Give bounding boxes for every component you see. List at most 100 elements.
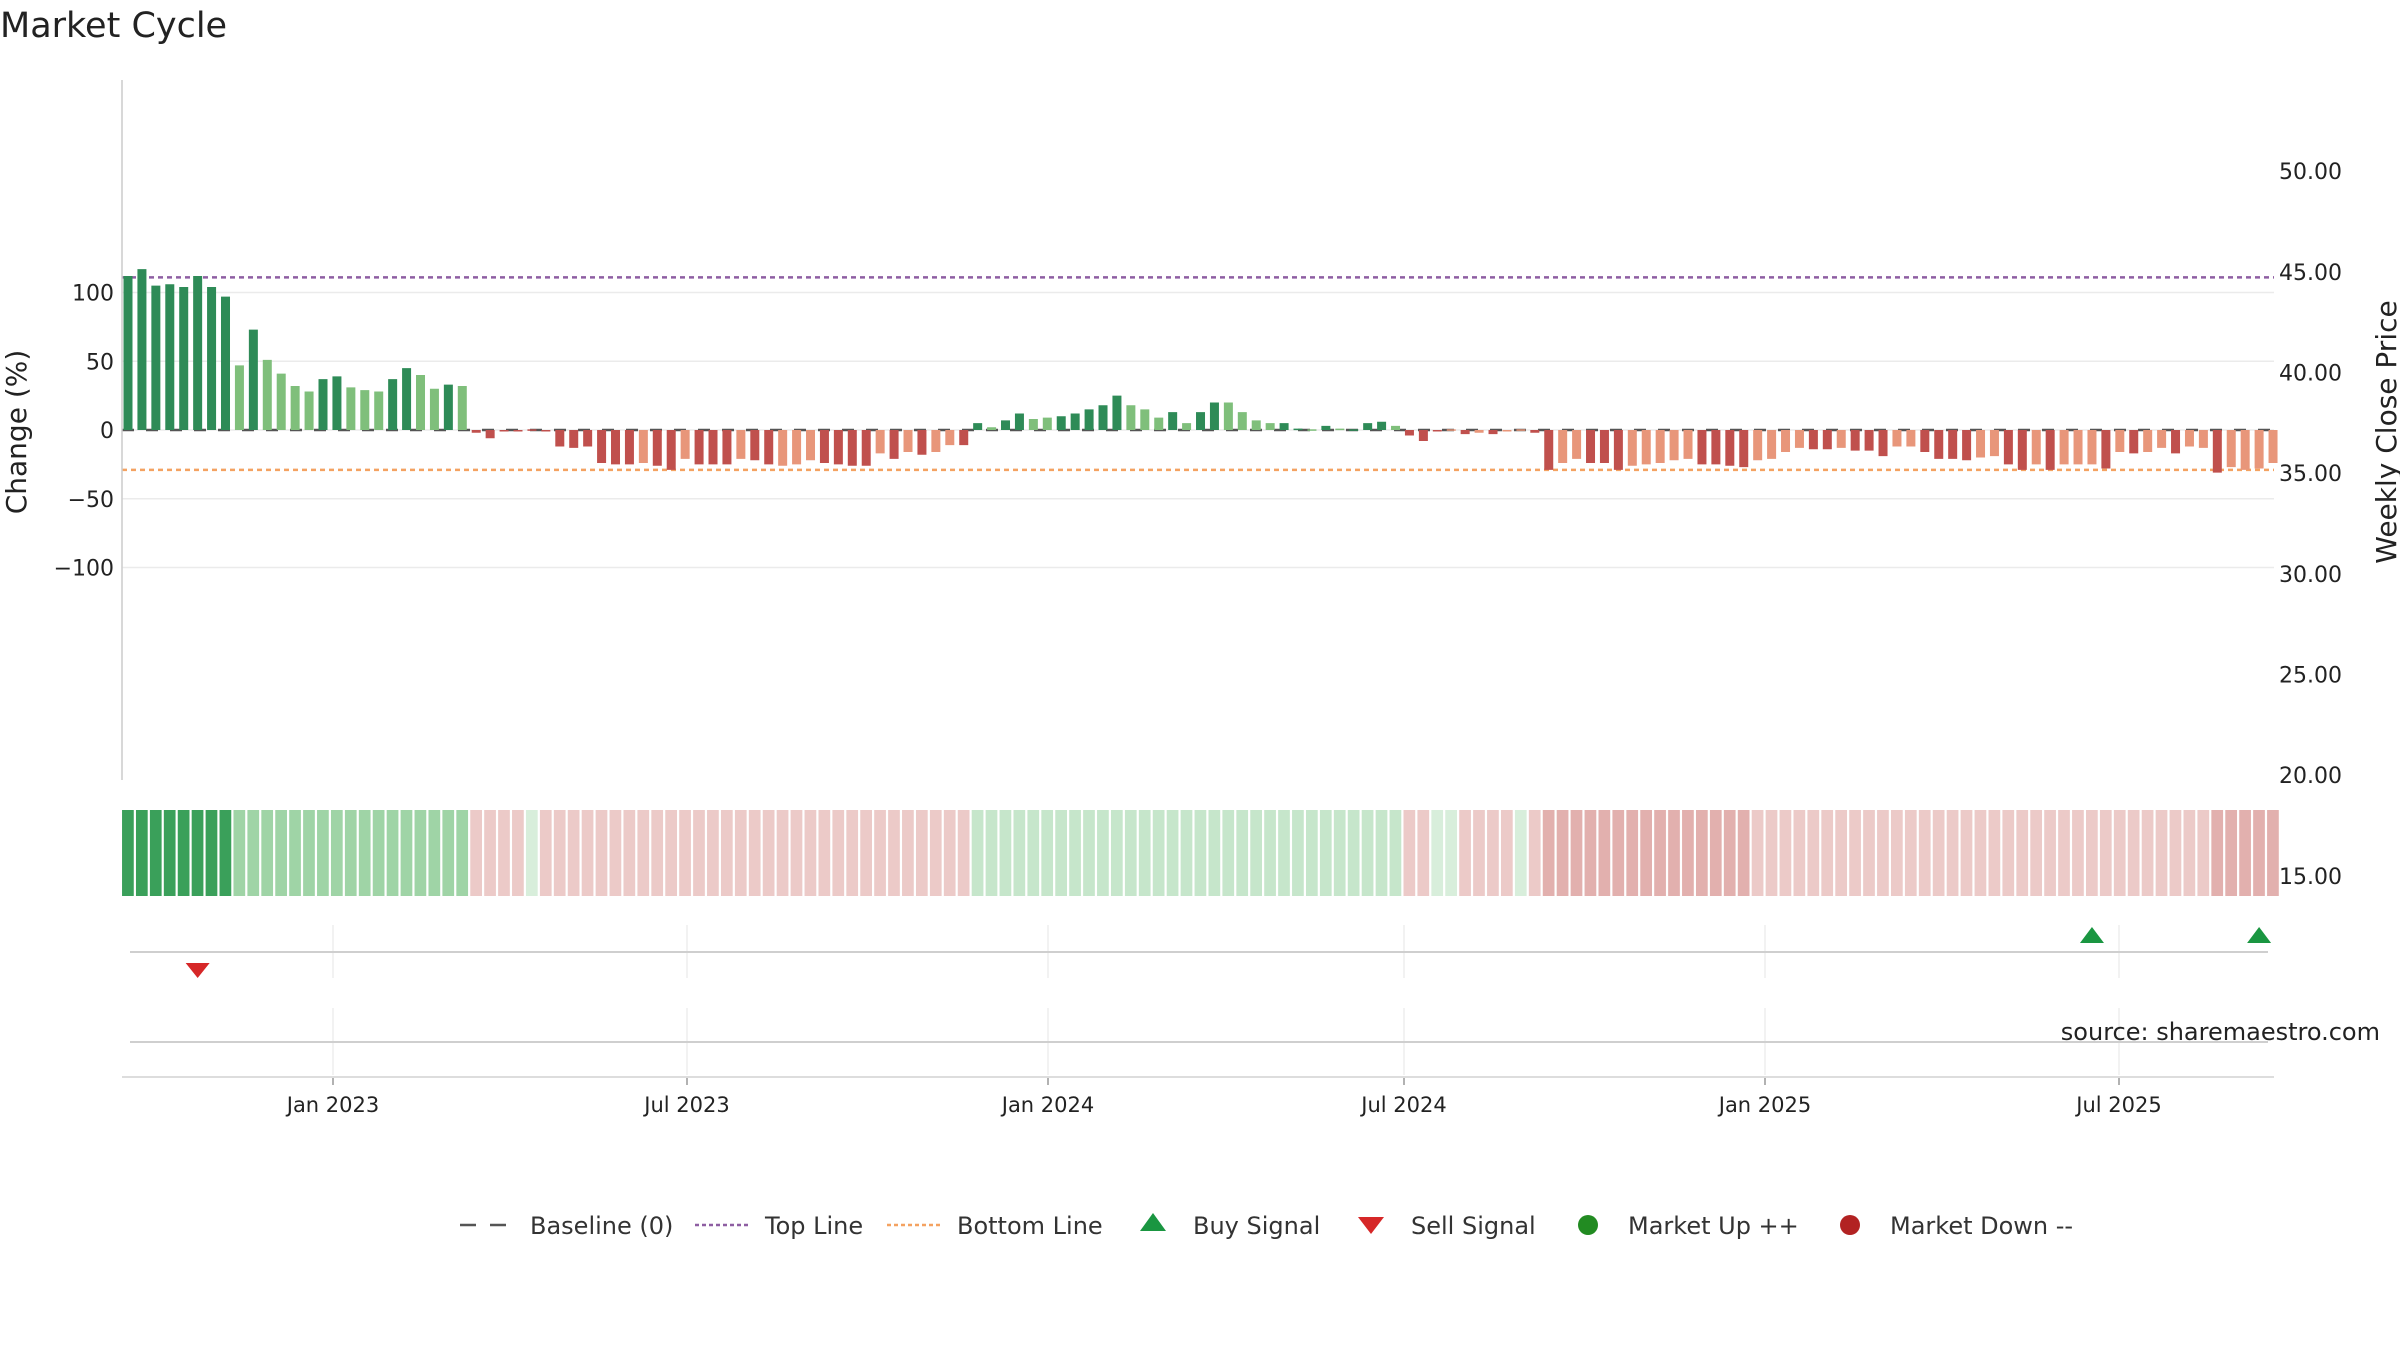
market-strip-cell (2169, 810, 2182, 896)
market-strip-cell (1626, 810, 1639, 896)
triangle-up-icon (1140, 1213, 1166, 1231)
y2-tick-label: 40.00 (2279, 362, 2342, 387)
change-bar (221, 296, 231, 430)
market-strip-cell (2225, 810, 2238, 896)
change-bar (1209, 402, 1219, 430)
change-bar (583, 430, 593, 447)
market-strip-cell (1013, 810, 1026, 896)
y-tick-label: 0 (100, 419, 114, 444)
change-bar (1711, 430, 1721, 465)
change-bar (471, 430, 481, 433)
change-bar (750, 430, 760, 461)
market-strip-cell (1779, 810, 1792, 896)
legend-item-label: Market Down -- (1890, 1212, 2073, 1240)
change-bar (137, 269, 147, 430)
change-bar (332, 376, 342, 430)
y-tick-label: −100 (54, 557, 114, 582)
change-bar (1028, 419, 1038, 430)
change-bar (1377, 421, 1387, 430)
change-bar (1251, 420, 1261, 430)
change-bar (1516, 429, 1526, 431)
market-strip-cell (1347, 810, 1360, 896)
market-strip-cell (846, 810, 859, 896)
market-strip-cell (1835, 810, 1848, 896)
market-strip-cell (1584, 810, 1597, 896)
market-strip-cell (1375, 810, 1388, 896)
market-strip-cell (400, 810, 413, 896)
change-bar (499, 430, 509, 432)
market-strip-cell (470, 810, 482, 896)
change-bar (917, 430, 927, 455)
change-bar (806, 430, 816, 461)
market-strip-cell (247, 810, 260, 896)
market-strip-cell (762, 810, 775, 896)
market-strip-cell (1612, 810, 1625, 896)
change-bar (1767, 430, 1777, 459)
market-strip-cell (1389, 810, 1402, 896)
change-bar (1808, 430, 1818, 450)
change-bar (262, 359, 272, 430)
market-strip-cell (1946, 810, 1959, 896)
market-strip-cell (1918, 810, 1931, 896)
change-bar (1920, 430, 1930, 452)
market-strip-cell (1264, 810, 1276, 896)
change-bar (1488, 430, 1498, 435)
market-strip-cell (860, 810, 872, 896)
market-strip-cell (1027, 810, 1040, 896)
change-bar (1822, 430, 1832, 450)
change-bar (2045, 430, 2055, 470)
change-bar (973, 423, 983, 430)
change-bar (1042, 417, 1052, 430)
market-strip-cell (651, 810, 664, 896)
change-bar (666, 430, 676, 470)
market-strip-cell (1654, 810, 1666, 896)
date-tick-label: Jul 2023 (642, 1093, 729, 1117)
market-strip-cell (1431, 810, 1444, 896)
y2-tick-label: 45.00 (2279, 261, 2342, 286)
market-strip-cell (219, 810, 232, 896)
market-strip-cell (261, 810, 274, 896)
change-bar (1001, 420, 1011, 430)
market-strip-cell (2197, 810, 2210, 896)
change-bar (764, 430, 774, 465)
change-bar (1962, 430, 1972, 461)
change-bar (945, 430, 955, 446)
market-strip-cell (1487, 810, 1499, 896)
change-bar (1641, 430, 1651, 465)
market-strip-cell (372, 810, 385, 896)
change-bar (1460, 430, 1470, 435)
change-bar (234, 365, 244, 430)
market-strip-cell (1765, 810, 1778, 896)
market-strip-cell (1751, 810, 1764, 896)
market-strip-cell (177, 810, 190, 896)
change-bar (1976, 430, 1986, 458)
market-strip-cell (344, 810, 357, 896)
change-bar (541, 430, 551, 432)
market-strip-cell (498, 810, 510, 896)
market-strip-cell (330, 810, 343, 896)
change-bar (193, 276, 203, 430)
signal-panel (130, 925, 2272, 978)
change-bar (987, 427, 997, 430)
market-strip-cell (358, 810, 371, 896)
market-strip-cell (2016, 810, 2029, 896)
market-strip-cell (456, 810, 469, 896)
change-bar (1599, 430, 1609, 463)
change-bar (1655, 430, 1665, 463)
date-tick-label: Jan 2024 (1000, 1093, 1095, 1117)
market-strip-cell (902, 810, 914, 896)
market-strip-cell (957, 810, 970, 896)
market-strip-cell (2002, 810, 2015, 896)
change-bar (555, 430, 565, 447)
date-tick-label: Jan 2025 (1717, 1093, 1812, 1117)
change-bar (1572, 430, 1582, 459)
change-bar (374, 391, 384, 430)
market-strip-cell (707, 810, 719, 896)
market-strip-cell (428, 810, 441, 896)
change-bar (1321, 425, 1331, 430)
market-strip-cell (999, 810, 1012, 896)
change-bar (708, 430, 718, 465)
change-bar (1070, 413, 1080, 430)
market-strip-cell (191, 810, 204, 896)
market-strip-cell (748, 810, 761, 896)
